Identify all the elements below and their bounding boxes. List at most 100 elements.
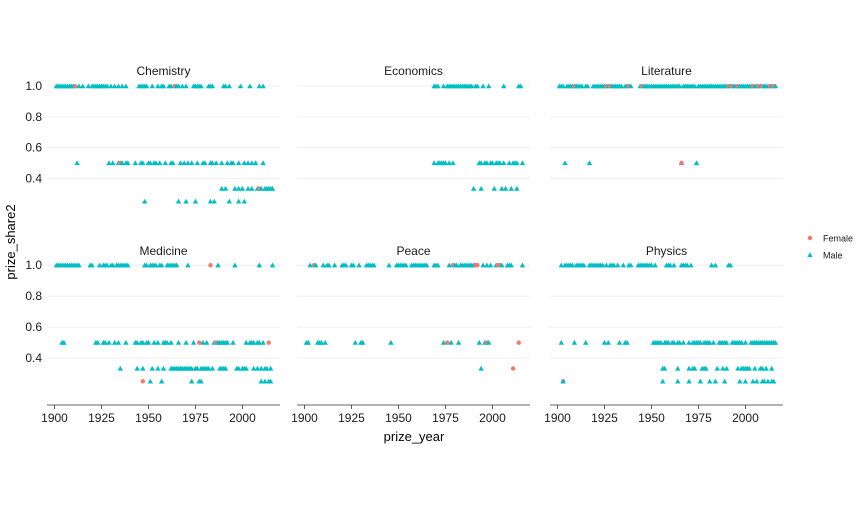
point-female [72, 83, 78, 89]
point-male [440, 83, 447, 89]
point-male [147, 160, 154, 166]
point-male [707, 339, 713, 345]
point-male [569, 262, 576, 268]
legend-label-female: Female [823, 234, 853, 244]
point-male [89, 262, 95, 268]
point-male [616, 339, 623, 345]
legend-key-male [807, 252, 813, 258]
point-male [185, 262, 191, 268]
x-tick-label: 1950 [135, 411, 162, 425]
point-male [750, 378, 756, 384]
point-male [707, 378, 713, 384]
point-male [267, 365, 274, 371]
y-tick-label: 0.6 [25, 141, 42, 155]
facet-panel-chemistry: Chemistry 0.4 0.6 0.8 1.0 [25, 64, 280, 204]
point-male [209, 83, 216, 89]
point-male [431, 160, 437, 166]
point-male [723, 365, 730, 371]
point-male [183, 339, 189, 345]
point-male [235, 160, 242, 166]
point-male [175, 339, 182, 345]
point-male [235, 365, 242, 371]
point-male [710, 339, 717, 345]
point-male [232, 262, 238, 268]
point-male [723, 339, 730, 345]
point-male [110, 160, 116, 166]
facet-panel-literature: Literature [550, 64, 783, 179]
point-male [499, 262, 505, 268]
point-male [95, 339, 101, 345]
point-male [96, 262, 103, 268]
point-male [352, 339, 358, 345]
point-male [262, 378, 268, 384]
point-male [181, 160, 187, 166]
point-male [237, 83, 244, 89]
point-male [115, 339, 122, 345]
point-male [147, 378, 154, 384]
point-male [769, 365, 775, 371]
point-male [219, 185, 225, 191]
point-male [200, 339, 206, 345]
point-male [143, 83, 150, 89]
point-male [446, 262, 452, 268]
y-tick-label: 1.0 [25, 79, 42, 93]
x-tick-label: 1925 [338, 411, 365, 425]
point-male [519, 262, 526, 268]
point-male [508, 262, 514, 268]
point-male [158, 262, 165, 268]
point-male [442, 160, 449, 166]
point-female [266, 340, 271, 345]
point-male [485, 339, 492, 345]
point-male [117, 365, 123, 371]
point-male [583, 339, 589, 345]
point-male [269, 262, 276, 268]
facet-title: Physics [646, 244, 687, 258]
point-male [772, 83, 779, 89]
point-male [204, 339, 210, 345]
y-tick-label: 0.6 [25, 320, 42, 334]
x-tick-label: 1950 [638, 411, 665, 425]
point-male [688, 262, 694, 268]
point-male [243, 365, 249, 371]
y-tick-label: 0.4 [25, 351, 42, 365]
point-male [714, 365, 720, 371]
point-male [222, 185, 229, 191]
point-male [628, 262, 634, 268]
point-male [256, 262, 263, 268]
x-tick-label: 2000 [732, 411, 759, 425]
point-female [140, 379, 146, 384]
point-male [160, 83, 167, 89]
point-male [224, 339, 231, 345]
point-male [500, 160, 507, 166]
point-male [226, 198, 232, 204]
facet-title: Peace [396, 244, 430, 258]
point-male [331, 262, 338, 268]
point-male [209, 160, 216, 166]
point-male [61, 339, 67, 345]
point-male [230, 160, 236, 166]
point-male [188, 378, 195, 384]
point-male [183, 198, 189, 204]
point-male [680, 339, 687, 345]
point-male [478, 160, 484, 166]
point-male [198, 378, 204, 384]
point-male [624, 339, 630, 345]
point-male [140, 339, 146, 345]
point-male [243, 339, 249, 345]
point-male [435, 262, 441, 268]
x-tick-label: 1975 [685, 411, 712, 425]
x-tick-label: 1900 [291, 411, 318, 425]
facet-title: Chemistry [136, 64, 190, 78]
y-axis-title: prize_share2 [3, 204, 18, 279]
facet-title: Economics [384, 64, 443, 78]
point-male [222, 83, 229, 89]
point-male [249, 185, 255, 191]
point-male [697, 378, 704, 384]
point-male [514, 185, 520, 191]
point-male [752, 365, 758, 371]
point-male [742, 378, 749, 384]
point-male [691, 83, 698, 89]
point-female [445, 340, 450, 345]
point-male [140, 365, 146, 371]
point-male [671, 339, 677, 345]
